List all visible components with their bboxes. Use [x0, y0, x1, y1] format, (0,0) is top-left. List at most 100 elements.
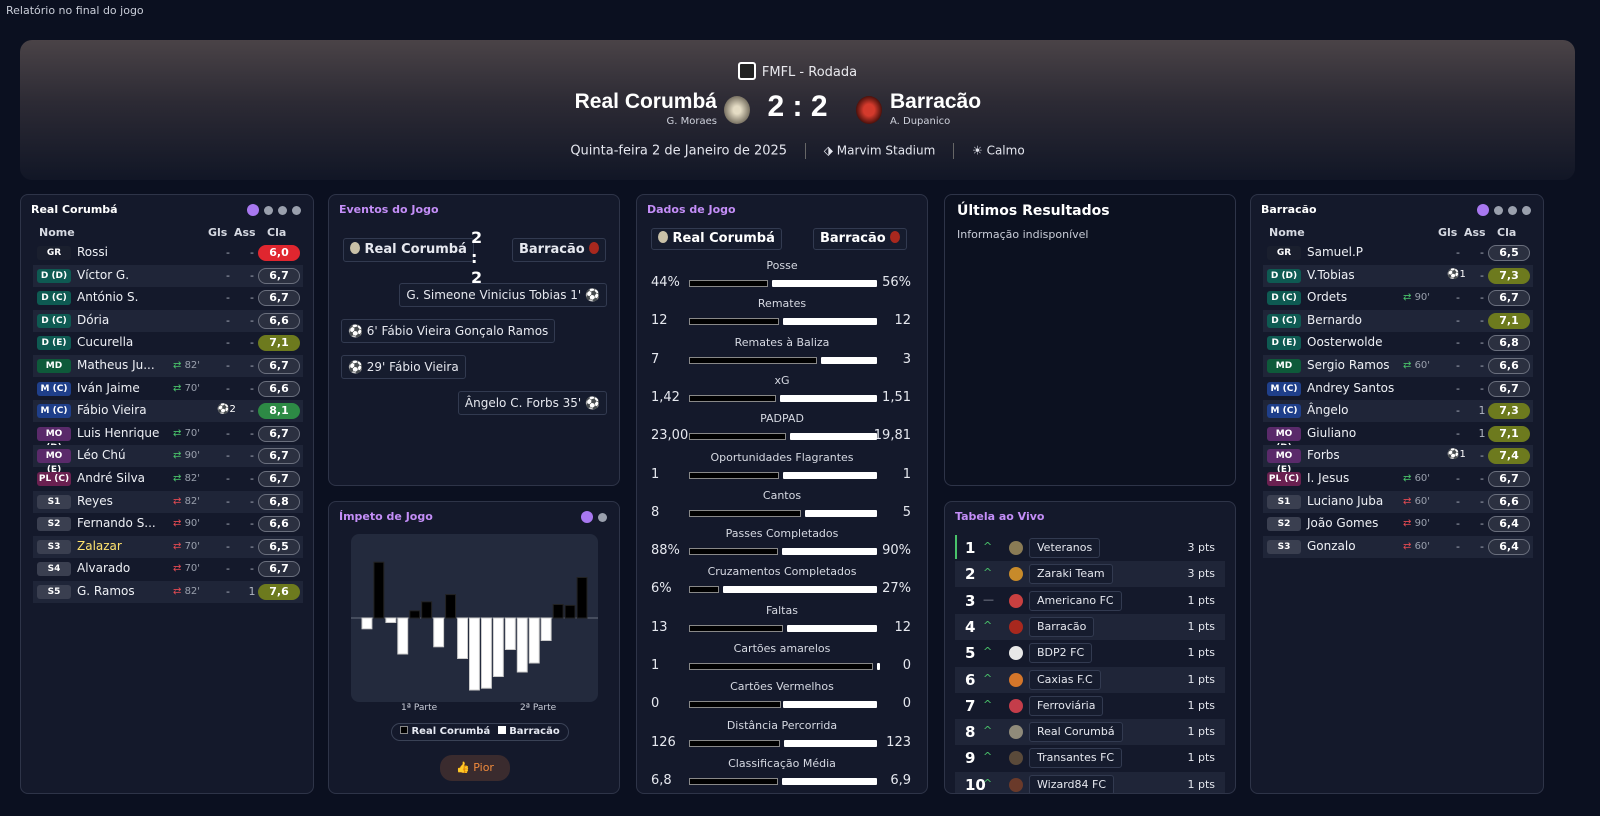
player-row[interactable]: M (C) Iván Jaime ⇄ 70' - -6,6	[33, 378, 303, 400]
table-team[interactable]: Zaraki Team	[1029, 564, 1113, 585]
player-row[interactable]: S3 Gonzalo ⇄ 60' - -6,4	[1263, 535, 1533, 558]
stats-home-team[interactable]: Real Corumbá	[651, 228, 782, 250]
player-name[interactable]: Zalazar	[77, 538, 122, 553]
player-name[interactable]: Rossi	[77, 245, 108, 259]
player-row[interactable]: M (C) Ângelo - 1 7,3	[1263, 400, 1533, 423]
worse-button[interactable]: 👍 Pior	[440, 755, 510, 781]
table-row[interactable]: 2 ^ Zaraki Team 3 pts	[955, 561, 1225, 588]
table-team[interactable]: BDP2 FC	[1029, 643, 1093, 664]
player-name[interactable]: Andrey Santos	[1307, 380, 1395, 395]
table-row[interactable]: 10 ^ Wizard84 FC 1 pts	[955, 771, 1225, 793]
table-team[interactable]: Real Corumbá	[1029, 722, 1123, 743]
event-item[interactable]: Ângelo C. Forbs 35' ⚽	[457, 391, 607, 415]
col-assists-header[interactable]: Ass	[234, 226, 256, 239]
away-team-block[interactable]: Barracão A. Dupanico	[890, 90, 981, 127]
player-name[interactable]: António S.	[77, 290, 139, 305]
table-row[interactable]: 7 ^ Ferroviária 1 pts	[955, 693, 1225, 719]
event-item[interactable]: ⚽ 29' Fábio Vieira	[341, 355, 466, 379]
player-row[interactable]: M (C) Andrey Santos - -6,7	[1263, 378, 1533, 400]
player-name[interactable]: Forbs	[1307, 448, 1340, 463]
player-name[interactable]: V.Tobias	[1307, 267, 1355, 282]
away-team-name[interactable]: Barracão	[890, 90, 982, 113]
player-name[interactable]: Iván Jaime	[77, 380, 140, 395]
table-row[interactable]: 3 — Americano FC 1 pts	[955, 588, 1225, 614]
player-name[interactable]: André Silva	[77, 471, 146, 485]
page-dot-1[interactable]	[247, 204, 259, 216]
player-name[interactable]: Fábio Vieira	[77, 403, 147, 418]
player-name[interactable]: G. Ramos	[77, 584, 135, 598]
player-name[interactable]: Alvarado	[77, 561, 131, 576]
table-team[interactable]: Transantes FC	[1029, 748, 1123, 769]
player-row[interactable]: PL (C) I. Jesus ⇄ 60' - -6,7	[1263, 468, 1533, 490]
table-team[interactable]: Ferroviária	[1029, 695, 1104, 716]
table-team[interactable]: Veteranos	[1029, 538, 1101, 558]
table-row[interactable]: 6 ^ Caxias F.C 1 pts	[955, 666, 1225, 693]
table-team[interactable]: Wizard84 FC	[1029, 774, 1115, 793]
table-row[interactable]: 9 ^ Transantes FC 1 pts	[955, 745, 1225, 771]
stats-away-team[interactable]: Barracão	[813, 228, 908, 250]
player-row[interactable]: MO (D)Luis Henrique⇄ 70'--6,7	[33, 423, 303, 453]
page-dot-1[interactable]	[581, 511, 593, 523]
table-team[interactable]: Caxias F.C	[1029, 669, 1101, 690]
player-name[interactable]: Ângelo	[1307, 403, 1349, 418]
player-row[interactable]: S2 João Gomes ⇄ 90' - -6,4	[1263, 513, 1533, 535]
player-row[interactable]: S5 G. Ramos ⇄ 82' - 1 7,6	[33, 581, 303, 603]
player-row[interactable]: GR Samuel.P - -6,5	[1263, 242, 1533, 264]
player-row[interactable]: MO (E) Forbs ⚽1 -7,4	[1263, 445, 1533, 475]
home-team-name[interactable]: Real Corumbá	[574, 90, 717, 113]
page-dot-2[interactable]	[1494, 206, 1503, 215]
player-name[interactable]: Fernando S...	[77, 516, 156, 531]
table-row[interactable]: 8 ^ Real Corumbá 1 pts	[955, 719, 1225, 746]
player-row[interactable]: S3 Zalazar ⇄ 70' - -6,5	[33, 535, 303, 558]
player-name[interactable]: Léo Chú	[77, 448, 126, 463]
player-name[interactable]: João Gomes	[1307, 516, 1379, 531]
col-name-header[interactable]: Nome	[1269, 226, 1305, 239]
event-item[interactable]: G. Simeone Vinicius Tobias 1' ⚽	[399, 283, 607, 307]
player-name[interactable]: I. Jesus	[1307, 471, 1350, 485]
table-team[interactable]: Americano FC	[1029, 590, 1122, 611]
player-row[interactable]: D (C) Bernardo - -7,1	[1263, 309, 1533, 332]
page-dot-1[interactable]	[1477, 204, 1489, 216]
table-row[interactable]: 4 ^ Barracão 1 pts	[955, 613, 1225, 640]
player-row[interactable]: M (C) Fábio Vieira ⚽2 -8,1	[33, 400, 303, 423]
player-row[interactable]: S2 Fernando S... ⇄ 90' - -6,6	[33, 513, 303, 535]
page-dot-2[interactable]	[598, 513, 607, 522]
player-name[interactable]: Samuel.P	[1307, 245, 1364, 259]
player-name[interactable]: Cucurella	[77, 335, 134, 350]
player-row[interactable]: MD Sergio Ramos ⇄ 60' - -6,6	[1263, 355, 1533, 377]
table-row[interactable]: 5 ^ BDP2 FC 1 pts	[955, 640, 1225, 666]
player-row[interactable]: PL (C) André Silva ⇄ 82' - -6,7	[33, 468, 303, 490]
player-row[interactable]: MD Matheus Ju... ⇄ 82' - -6,7	[33, 355, 303, 377]
player-row[interactable]: D (D) V.Tobias ⚽1 -7,3	[1263, 264, 1533, 287]
player-row[interactable]: MO (E) Léo Chú ⇄ 90' - -6,7	[33, 445, 303, 475]
col-rating-header[interactable]: Cla	[267, 226, 287, 239]
player-row[interactable]: GR Rossi - -6,0	[33, 242, 303, 264]
player-name[interactable]: Dória	[77, 312, 110, 327]
page-dot-4[interactable]	[292, 206, 301, 215]
home-team-block[interactable]: Real Corumbá G. Moraes	[575, 90, 717, 127]
col-name-header[interactable]: Nome	[39, 226, 75, 239]
events-away-team[interactable]: Barracão	[512, 238, 607, 262]
event-item[interactable]: ⚽ 6' Fábio Vieira Gonçalo Ramos	[341, 319, 556, 343]
page-dot-3[interactable]	[1508, 206, 1517, 215]
player-row[interactable]: S1 Reyes ⇄ 82' - -6,8	[33, 490, 303, 513]
player-row[interactable]: D (E) Cucurella - -7,1	[33, 332, 303, 354]
player-name[interactable]: Oosterwolde	[1307, 335, 1383, 350]
col-goals-header[interactable]: Gls	[1438, 226, 1458, 239]
table-team[interactable]: Barracão	[1029, 616, 1095, 637]
events-home-team[interactable]: Real Corumbá	[343, 238, 474, 262]
page-dot-2[interactable]	[264, 206, 273, 215]
player-row[interactable]: S4 Alvarado ⇄ 70' - -6,7	[33, 558, 303, 580]
table-row[interactable]: 1 ^ Veteranos 3 pts	[955, 535, 1225, 561]
player-row[interactable]: S1 Luciano Juba ⇄ 60' - -6,6	[1263, 490, 1533, 513]
player-name[interactable]: Sergio Ramos	[1307, 358, 1390, 372]
player-row[interactable]: D (C) António S. - -6,7	[33, 287, 303, 309]
player-row[interactable]: MO (D) Giuliano - 17,1	[1263, 423, 1533, 453]
player-name[interactable]: Bernardo	[1307, 312, 1362, 327]
player-name[interactable]: Matheus Ju...	[77, 358, 155, 372]
player-row[interactable]: D (D) Víctor G. - -6,7	[33, 264, 303, 287]
player-name[interactable]: Giuliano	[1307, 425, 1357, 440]
player-name[interactable]: Víctor G.	[77, 267, 130, 282]
col-assists-header[interactable]: Ass	[1464, 226, 1486, 239]
player-name[interactable]: Luis Henrique	[77, 425, 160, 440]
